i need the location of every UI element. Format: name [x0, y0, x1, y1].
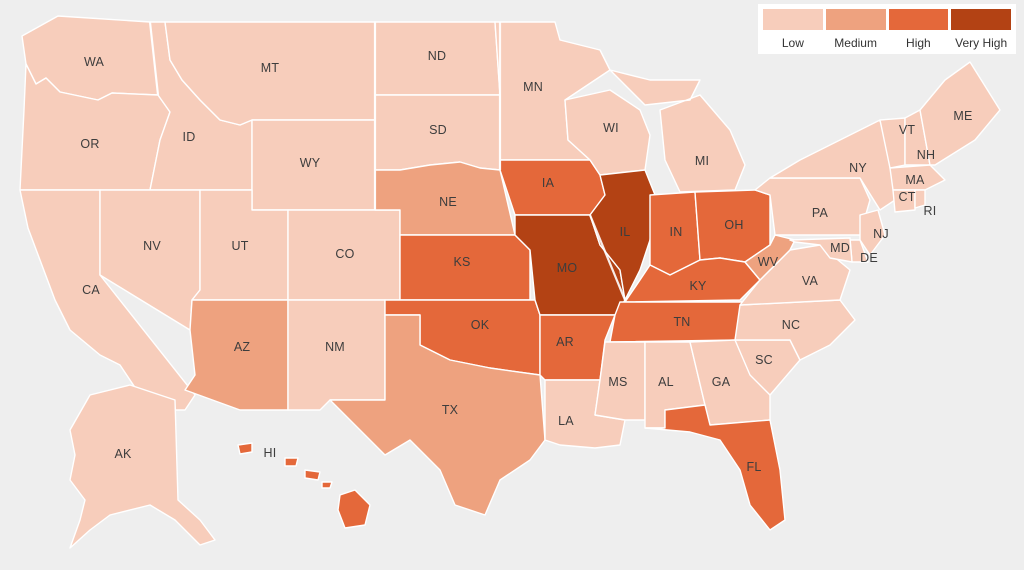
- label-NE: NE: [439, 195, 457, 209]
- label-MS: MS: [608, 375, 628, 389]
- label-GA: GA: [711, 375, 731, 389]
- label-NM: NM: [325, 340, 345, 354]
- label-DE: DE: [860, 251, 878, 265]
- legend-item-medium: Medium: [825, 9, 886, 54]
- label-TX: TX: [441, 403, 459, 417]
- state-AK[interactable]: [69, 384, 216, 549]
- label-MT: MT: [260, 61, 280, 75]
- label-MO: MO: [556, 261, 578, 275]
- label-RI: RI: [923, 204, 937, 218]
- label-CT: CT: [898, 190, 916, 204]
- legend-item-low: Low: [763, 9, 823, 54]
- label-AL: AL: [658, 375, 674, 389]
- state-KS[interactable]: [399, 234, 531, 301]
- label-SD: SD: [429, 123, 447, 137]
- legend-label-high: High: [906, 36, 931, 50]
- state-borders: [148, 21, 627, 301]
- label-ID: ID: [182, 130, 196, 144]
- label-SC: SC: [755, 353, 773, 367]
- label-KS: KS: [453, 255, 471, 269]
- state-NM[interactable]: [287, 299, 386, 411]
- legend-label-very-high: Very High: [955, 36, 1008, 50]
- label-FL: FL: [746, 460, 762, 474]
- label-IL: IL: [619, 225, 631, 239]
- label-MI: MI: [694, 154, 710, 168]
- legend-swatch-very-high: [951, 9, 1011, 30]
- legend-swatch-high: [888, 9, 949, 30]
- label-NC: NC: [781, 318, 801, 332]
- label-VT: VT: [898, 123, 916, 137]
- state-MA[interactable]: [889, 164, 946, 191]
- legend-swatch-low: [763, 9, 823, 30]
- label-VA: VA: [801, 274, 819, 288]
- state-AZ[interactable]: [184, 299, 289, 411]
- legend-label-low: Low: [781, 36, 804, 50]
- legend-item-very-high: Very High: [951, 9, 1011, 54]
- label-NV: NV: [143, 239, 161, 253]
- label-NH: NH: [916, 148, 936, 162]
- state-HI[interactable]: [237, 442, 371, 529]
- state-TX[interactable]: [329, 314, 546, 516]
- label-TN: TN: [673, 315, 691, 329]
- label-MD: MD: [830, 241, 850, 255]
- label-AZ: AZ: [233, 340, 251, 354]
- label-AK: AK: [114, 447, 132, 461]
- label-PA: PA: [811, 206, 829, 220]
- label-KY: KY: [689, 279, 707, 293]
- label-IN: IN: [669, 225, 683, 239]
- label-WI: WI: [603, 121, 619, 135]
- label-WV: WV: [757, 255, 779, 269]
- label-AR: AR: [556, 335, 574, 349]
- state-RI[interactable]: [914, 189, 926, 209]
- label-LA: LA: [558, 414, 574, 428]
- label-WY: WY: [299, 156, 321, 170]
- label-OR: OR: [80, 137, 100, 151]
- legend-item-high: High: [888, 9, 949, 54]
- label-UT: UT: [231, 239, 249, 253]
- legend-label-medium: Medium: [834, 36, 877, 50]
- label-WA: WA: [83, 55, 105, 69]
- label-NY: NY: [849, 161, 867, 175]
- label-MA: MA: [905, 173, 925, 187]
- state-MD[interactable]: [789, 237, 853, 263]
- label-IA: IA: [541, 176, 555, 190]
- state-NC[interactable]: [734, 299, 856, 361]
- label-CO: CO: [335, 247, 355, 261]
- state-NJ[interactable]: [859, 209, 886, 256]
- label-ME: ME: [953, 109, 973, 123]
- state-FL[interactable]: [644, 404, 786, 531]
- state-MI[interactable]: [609, 69, 746, 193]
- label-NJ: NJ: [873, 227, 889, 241]
- legend-swatch-medium: [825, 9, 886, 30]
- state-CT[interactable]: [892, 189, 916, 213]
- label-HI: HI: [263, 446, 277, 460]
- label-OK: OK: [470, 318, 490, 332]
- label-OH: OH: [724, 218, 744, 232]
- label-MN: MN: [523, 80, 543, 94]
- label-CA: CA: [82, 283, 100, 297]
- label-ND: ND: [427, 49, 447, 63]
- map-legend: Low Medium High Very High: [758, 4, 1016, 54]
